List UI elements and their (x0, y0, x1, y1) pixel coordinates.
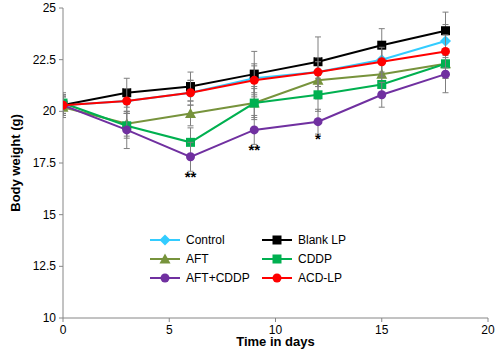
legend: Control Blank LP AFT CDDP AFT+CDDP ACD-LP (150, 233, 346, 285)
legend-entry: AFT (150, 252, 209, 266)
x-tick (488, 318, 489, 322)
annotation: * (315, 130, 321, 147)
data-point (314, 90, 323, 99)
series-line (63, 64, 446, 143)
data-point (185, 108, 196, 118)
data-point (122, 125, 131, 134)
data-point (377, 57, 386, 66)
data-point (63, 101, 68, 110)
legend-label: Control (186, 233, 225, 247)
y-tick-label: 22.5 (33, 53, 57, 67)
legend-marker (273, 274, 282, 283)
data-point (377, 90, 386, 99)
x-tick (381, 318, 382, 322)
y-axis-title: Body weight (g) (8, 114, 23, 212)
data-point (441, 47, 450, 56)
data-point (441, 70, 450, 79)
y-tick (59, 214, 63, 215)
legend-marker (161, 274, 170, 283)
legend-marker (160, 235, 171, 246)
data-point (63, 101, 68, 110)
data-point (250, 76, 259, 85)
x-tick-label: 20 (481, 323, 495, 337)
legend-label: CDDP (298, 252, 332, 266)
y-tick (59, 59, 63, 60)
legend-label: AFT+CDDP (186, 271, 250, 285)
data-point (122, 97, 131, 106)
chart: 1012.51517.52022.52505101520Time in days… (0, 0, 500, 349)
y-tick-label: 25 (43, 1, 57, 15)
legend-label: Blank LP (298, 233, 346, 247)
y-tick (59, 8, 63, 9)
y-tick (59, 163, 63, 164)
y-tick (59, 318, 63, 319)
series-line (63, 31, 446, 105)
legend-marker (273, 255, 282, 264)
x-tick (63, 318, 64, 322)
series-line (63, 51, 446, 105)
y-tick (59, 266, 63, 267)
y-tick-label: 10 (43, 311, 57, 325)
data-point (249, 98, 260, 108)
y-tick-label: 12.5 (33, 259, 57, 273)
data-point (314, 68, 323, 77)
data-point (314, 117, 323, 126)
legend-label: ACD-LP (298, 271, 342, 285)
plot-area (63, 12, 451, 171)
x-tick-label: 0 (60, 323, 67, 337)
legend-entry: AFT+CDDP (150, 271, 250, 285)
legend-marker (273, 236, 282, 245)
y-tick-label: 15 (43, 208, 57, 222)
legend-label: AFT (186, 252, 209, 266)
data-point (250, 125, 259, 134)
legend-entry: Blank LP (262, 233, 346, 247)
data-point (250, 99, 259, 108)
x-tick-label: 5 (166, 323, 173, 337)
data-point (186, 152, 195, 161)
data-point (441, 26, 450, 35)
legend-entry: CDDP (262, 252, 332, 266)
annotation: ** (248, 141, 260, 158)
legend-marker (160, 254, 171, 264)
legend-entry: ACD-LP (262, 271, 342, 285)
y-tick-label: 20 (43, 104, 57, 118)
data-point (186, 88, 195, 97)
annotation: ** (185, 168, 197, 185)
x-tick (275, 318, 276, 322)
data-point (313, 67, 324, 78)
x-tick-label: 15 (375, 323, 389, 337)
legend-entry: Control (150, 233, 225, 247)
y-tick (59, 111, 63, 112)
x-axis-title: Time in days (236, 334, 315, 349)
x-tick (169, 318, 170, 322)
y-tick-label: 17.5 (33, 156, 57, 170)
